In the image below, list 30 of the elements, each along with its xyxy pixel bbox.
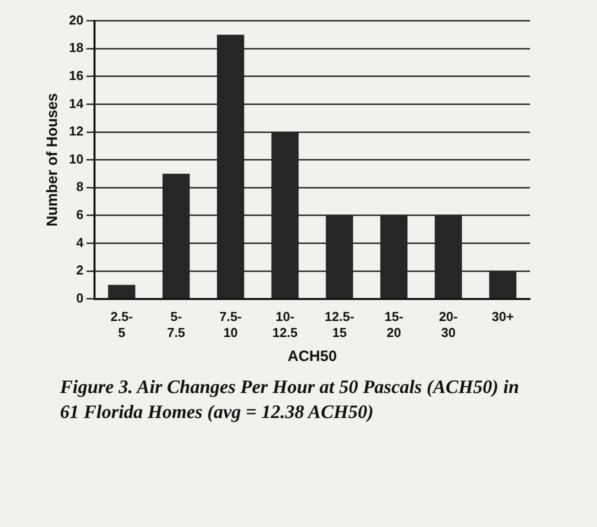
y-tick-label: 2 xyxy=(76,262,84,278)
y-tick-label: 8 xyxy=(76,179,84,194)
x-tick-label: 30+ xyxy=(492,309,514,324)
y-tick-label: 0 xyxy=(76,290,84,306)
bar xyxy=(434,215,462,298)
y-axis-title: Number of Houses xyxy=(44,93,62,226)
y-tick-label: 4 xyxy=(76,234,84,250)
y-tick-label: 16 xyxy=(68,68,84,83)
text: Figure 3. Air Changes Per Hour at 50 Pascals (ACH50) in 61 Florida Homes (avg = 12.38 ACH50) xyxy=(60,376,520,425)
y-tick-label: 18 xyxy=(68,40,84,56)
y-tick-label: 12 xyxy=(68,124,84,139)
y-tick-label: 10 xyxy=(68,151,84,166)
x-axis-title: ACH50 xyxy=(288,348,337,366)
bar xyxy=(271,132,299,298)
x-tick-label: 12.5-15 xyxy=(324,309,354,340)
y-tick-label: 6 xyxy=(76,206,84,222)
bar xyxy=(380,215,408,298)
bar xyxy=(489,271,516,298)
x-tick-label: 20-30 xyxy=(438,309,458,340)
x-tick-label: 5-7.5 xyxy=(167,309,186,340)
x-tick-label: 2.5-5 xyxy=(110,309,133,340)
bar xyxy=(162,174,190,298)
bar xyxy=(216,34,244,298)
y-tick-label: 20 xyxy=(68,12,84,28)
x-tick-label: 15-20 xyxy=(384,309,404,340)
x-tick-label: 10-12.5 xyxy=(272,309,298,340)
y-tick-label: 14 xyxy=(68,96,84,111)
bar xyxy=(108,284,136,298)
x-tick-label: 7.5-10 xyxy=(219,309,242,340)
bar xyxy=(326,215,354,298)
